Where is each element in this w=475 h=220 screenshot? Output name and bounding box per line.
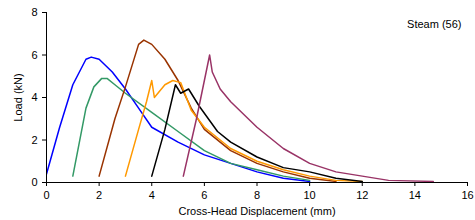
svg-text:0: 0 — [31, 176, 37, 188]
svg-text:Cross-Head Displacement (mm): Cross-Head Displacement (mm) — [178, 205, 335, 217]
svg-text:4: 4 — [149, 189, 155, 201]
svg-text:Load (kN): Load (kN) — [12, 73, 24, 121]
svg-text:6: 6 — [201, 189, 207, 201]
svg-text:12: 12 — [356, 189, 368, 201]
svg-text:8: 8 — [254, 189, 260, 201]
svg-text:10: 10 — [304, 189, 316, 201]
svg-text:Steam (56): Steam (56) — [407, 18, 461, 30]
svg-text:14: 14 — [409, 189, 421, 201]
svg-text:16: 16 — [461, 189, 473, 201]
svg-text:0: 0 — [43, 189, 49, 201]
svg-text:6: 6 — [31, 49, 37, 61]
svg-text:2: 2 — [31, 134, 37, 146]
svg-text:2: 2 — [96, 189, 102, 201]
svg-text:8: 8 — [31, 6, 37, 18]
svg-text:4: 4 — [31, 91, 37, 103]
